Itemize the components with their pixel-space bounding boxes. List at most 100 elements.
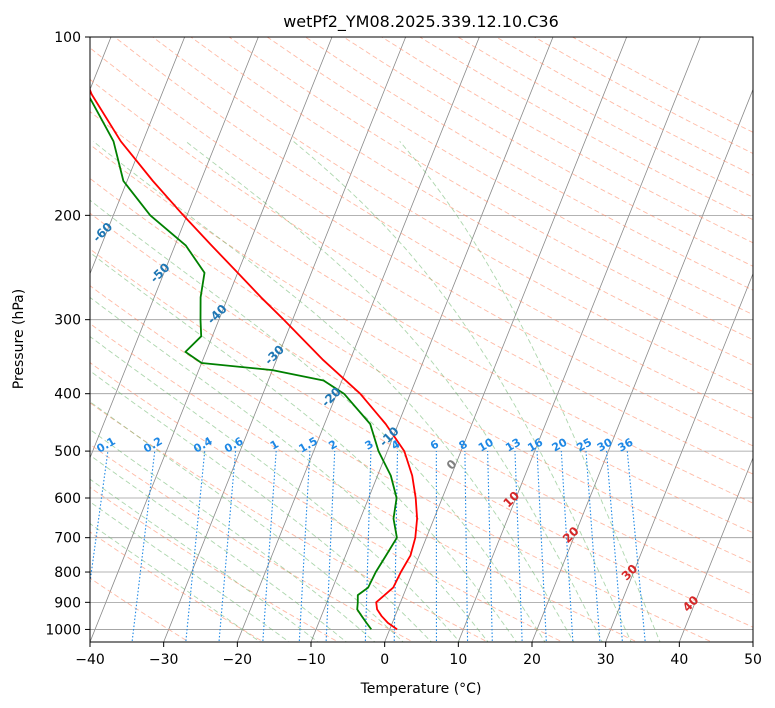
isotherm-line xyxy=(163,37,407,642)
isotherm-line xyxy=(90,37,186,275)
mixing-ratio-line xyxy=(364,451,372,642)
y-tick-label: 900 xyxy=(54,595,81,611)
moist-adiabat-line xyxy=(90,251,518,642)
isotherm-label: 0 xyxy=(444,457,460,473)
mixing-ratio-line xyxy=(605,451,623,642)
axes: −40 −30 −20 −10 0 10 20 30 40 5010020030040050060… xyxy=(45,30,762,668)
isotherm-label: 30 xyxy=(619,562,641,584)
mixing-ratio-label: 8 xyxy=(457,438,470,453)
dry-adiabat-line xyxy=(190,37,753,366)
moist-adiabat-line xyxy=(92,140,575,642)
mixing-ratio-line xyxy=(298,451,311,642)
mixing-ratio-label: 0.2 xyxy=(141,435,164,456)
chart-title: wetPf2_YM08.2025.339.12.10.C36 xyxy=(283,12,559,32)
y-tick-label: 100 xyxy=(54,30,81,46)
dry-adiabat-line xyxy=(90,47,753,447)
dry-adiabat-line xyxy=(419,37,753,221)
dry-adiabat-line xyxy=(90,144,753,534)
y-tick-label: 600 xyxy=(54,491,81,507)
dry-adiabat-line xyxy=(90,577,190,642)
dry-adiabat-line xyxy=(114,37,753,419)
dry-adiabat-line xyxy=(90,402,489,642)
isotherm-line xyxy=(384,37,628,642)
isotherm-label: -60 xyxy=(90,220,115,245)
mixing-ratio-line xyxy=(131,451,156,642)
isotherm-line xyxy=(678,456,753,642)
mixing-ratio-line xyxy=(514,451,523,642)
isotherm-label: -20 xyxy=(319,385,344,410)
plot-frame xyxy=(89,36,754,643)
x-tick-label: 40 xyxy=(670,652,688,668)
x-tick-label: −30 xyxy=(149,652,179,668)
x-tick-label: −40 xyxy=(75,652,105,668)
y-tick-label: 300 xyxy=(54,313,81,329)
isotherm-line xyxy=(752,640,753,642)
dry-adiabat-line xyxy=(572,37,753,133)
x-tick-label: 50 xyxy=(744,652,762,668)
mixing-ratio-label: 1.5 xyxy=(296,435,319,456)
isotherm-line xyxy=(90,37,333,642)
mixing-ratio-label: 20 xyxy=(550,435,570,454)
x-tick-label: −10 xyxy=(296,652,326,668)
y-tick-label: 400 xyxy=(54,387,81,403)
moist-adiabat-line xyxy=(90,335,461,642)
isotherm-label: 20 xyxy=(560,524,582,546)
moist-adiabat-line xyxy=(293,140,632,642)
y-tick-label: 1000 xyxy=(45,622,81,638)
mixing-ratio-line xyxy=(393,451,399,642)
mixing-ratio-line xyxy=(218,451,237,642)
mixing-ratio-line xyxy=(560,451,574,642)
moist-adiabat-line xyxy=(90,199,546,642)
isotherm-line xyxy=(90,37,259,459)
y-tick-label: 800 xyxy=(54,565,81,581)
y-tick-label: 500 xyxy=(54,444,81,460)
isotherm-label: 10 xyxy=(501,489,523,511)
dry-adiabat-line xyxy=(90,362,564,642)
mixing-ratio-label: 13 xyxy=(503,436,523,455)
dry-adiabat-line xyxy=(90,248,753,628)
background-lines xyxy=(90,37,753,642)
y-axis-label: Pressure (hPa) xyxy=(11,289,27,389)
moist-adiabat-line xyxy=(90,522,261,642)
mixing-ratio-label: 25 xyxy=(574,436,594,455)
dry-adiabat-line xyxy=(152,37,753,393)
dry-adiabat-line xyxy=(90,323,639,642)
mixing-ratio-line xyxy=(90,451,109,587)
moist-adiabat-line xyxy=(90,501,290,642)
x-axis-label: Temperature (°C) xyxy=(360,681,482,697)
moist-adiabat-line xyxy=(90,296,489,642)
dry-adiabat-line xyxy=(90,177,753,564)
mixing-ratio-label: 6 xyxy=(428,437,441,452)
dry-adiabat-line xyxy=(228,37,753,341)
dry-adiabat-line xyxy=(90,531,265,642)
mixing-ratio-line xyxy=(262,451,277,642)
moist-adiabat-line xyxy=(185,140,603,642)
dewpoint-line xyxy=(90,96,398,630)
mixing-ratio-line xyxy=(325,451,336,642)
dry-adiabat-line xyxy=(90,285,713,642)
moist-adiabat-line xyxy=(90,454,348,642)
dry-adiabat-line xyxy=(90,78,753,475)
mixing-ratio-label: 16 xyxy=(525,435,545,454)
x-tick-label: 0 xyxy=(380,652,389,668)
isotherm-label: -50 xyxy=(147,260,172,285)
isotherm-line xyxy=(457,37,701,642)
moist-adiabat-line xyxy=(90,370,433,642)
mixing-ratio-line xyxy=(185,451,206,642)
mixing-ratio-label: 0.6 xyxy=(222,434,246,455)
dry-adiabat-line xyxy=(90,443,414,642)
x-tick-label: 10 xyxy=(449,652,467,668)
dry-adiabat-line xyxy=(495,37,753,176)
mixing-ratio-line xyxy=(487,451,493,642)
mixing-ratio-label: 30 xyxy=(595,435,615,454)
y-tick-label: 700 xyxy=(54,531,81,547)
x-tick-label: −20 xyxy=(223,652,253,668)
mixing-ratio-label: 3 xyxy=(363,438,376,453)
x-tick-label: 20 xyxy=(523,652,541,668)
mixing-ratio-line xyxy=(585,451,601,642)
y-tick-label: 200 xyxy=(54,208,81,224)
dry-adiabat-line xyxy=(343,37,753,267)
dry-adiabat-line xyxy=(381,37,753,244)
mixing-ratio-label: 2 xyxy=(326,438,339,453)
